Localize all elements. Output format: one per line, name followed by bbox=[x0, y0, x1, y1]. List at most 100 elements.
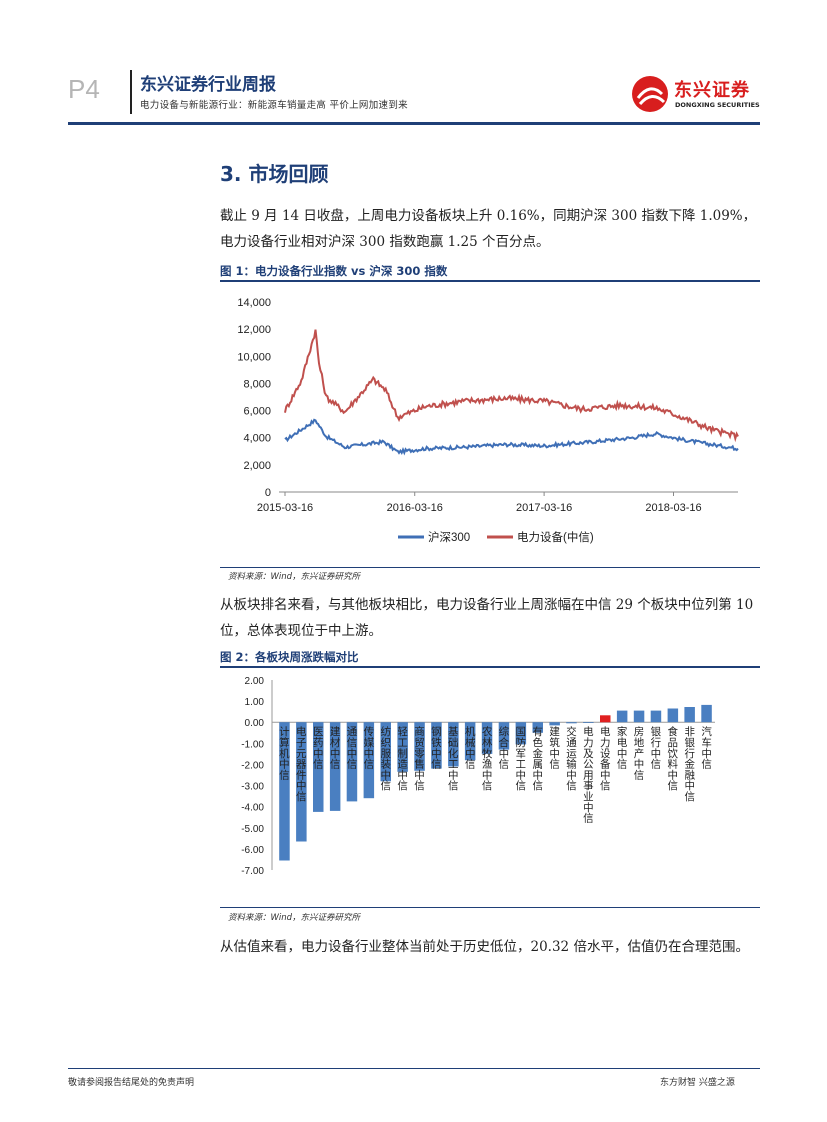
y-tick-label: 2,000 bbox=[243, 460, 271, 472]
category-label: 通信中信 bbox=[347, 726, 358, 770]
bar bbox=[549, 722, 560, 726]
series-line bbox=[284, 418, 739, 456]
category-label: 建筑中信 bbox=[549, 725, 560, 770]
bar bbox=[329, 722, 341, 811]
figure2-title: 图 2：各板块周涨跌幅对比 bbox=[220, 650, 359, 664]
bar bbox=[583, 722, 594, 723]
category-label: 非银行金融中信 bbox=[684, 726, 695, 803]
x-tick-label: 2016-03-16 bbox=[387, 502, 443, 514]
category-label: 农林牧渔中信 bbox=[482, 725, 493, 792]
category-label: 医药中信 bbox=[313, 726, 324, 770]
y-tick-label: 10,000 bbox=[237, 351, 271, 363]
bar bbox=[431, 722, 442, 769]
y-tick-label: 2.00 bbox=[245, 676, 265, 687]
bar bbox=[532, 722, 543, 733]
bar bbox=[684, 707, 695, 723]
category-label: 商贸零售中信 bbox=[414, 725, 425, 792]
series-line bbox=[284, 329, 739, 443]
figure2-bottom-rule bbox=[220, 907, 760, 908]
category-label: 纺织服装中信 bbox=[380, 725, 391, 792]
bar bbox=[448, 722, 459, 767]
bar bbox=[313, 722, 324, 812]
y-tick-label: 8,000 bbox=[243, 378, 271, 390]
category-label: 国防军工中信 bbox=[516, 726, 527, 792]
bar bbox=[414, 722, 425, 771]
category-label: 轻工制造中信 bbox=[397, 725, 408, 792]
category-label: 机械中信 bbox=[465, 725, 476, 770]
y-tick-label: 6,000 bbox=[243, 406, 271, 418]
bar bbox=[633, 710, 645, 723]
bar bbox=[279, 722, 290, 861]
bar bbox=[616, 710, 628, 723]
header-divider bbox=[130, 70, 132, 114]
figure1-source: 资料来源：Wind，东兴证券研究所 bbox=[228, 572, 361, 582]
category-label: 汽车中信 bbox=[701, 725, 712, 770]
category-label: 食品饮料中信 bbox=[668, 725, 679, 792]
bar bbox=[464, 722, 476, 761]
page-number: P4 bbox=[68, 74, 100, 104]
bar bbox=[667, 708, 679, 723]
category-label: 电力设备中信 bbox=[600, 725, 611, 792]
paragraph-1: 截止 9 月 14 日收盘，上周电力设备板块上升 0.16%，同期沪深 300 … bbox=[220, 208, 757, 250]
bar-chart: 2.00 1.00 0.00 -1.00 -2.00 -3.00 -4.00 -5.00 -6.… bbox=[241, 676, 715, 877]
figure2-source: 资料来源：Wind，东兴证券研究所 bbox=[228, 913, 361, 923]
category-label: 电力及公用事业中信 bbox=[583, 725, 594, 824]
y-tick-label: -2.00 bbox=[241, 760, 264, 771]
bar bbox=[346, 722, 358, 802]
x-tick-label: 2018-03-16 bbox=[645, 502, 701, 514]
legend-label: 电力设备(中信) bbox=[517, 530, 594, 544]
y-tick-label: 0 bbox=[265, 487, 271, 499]
category-label: 电子元器件中信 bbox=[296, 725, 307, 803]
y-tick-label: -3.00 bbox=[241, 782, 264, 793]
y-tick-label: 1.00 bbox=[245, 697, 265, 708]
paragraph-3: 从估值来看，电力设备行业整体当前处于历史低位，20.32 倍水平，估值仍在合理范… bbox=[220, 939, 749, 955]
footer-disclaimer: 敬请参阅报告结尾处的免责声明 bbox=[68, 1078, 195, 1088]
figure1-top-rule bbox=[220, 280, 760, 282]
category-label: 家电中信 bbox=[617, 725, 628, 770]
bar bbox=[701, 704, 712, 723]
category-label: 有色金属中信 bbox=[532, 725, 543, 792]
category-label: 银行中信 bbox=[651, 725, 662, 770]
bar bbox=[363, 722, 375, 799]
logo-text-cn: 东兴证券 bbox=[674, 80, 750, 101]
y-tick-label: 12,000 bbox=[237, 324, 271, 336]
bar bbox=[498, 722, 510, 750]
category-label: 交通运输中信 bbox=[566, 725, 577, 792]
figure2-top-rule bbox=[220, 666, 760, 668]
figure1-title: 图 1：电力设备行业指数 vs 沪深 300 指数 bbox=[220, 264, 448, 278]
footer-slogan: 东方财智 兴盛之源 bbox=[660, 1078, 735, 1088]
figure1-bottom-rule bbox=[220, 567, 760, 568]
y-tick-label: -4.00 bbox=[241, 803, 264, 814]
category-label: 基础化工中信 bbox=[448, 725, 459, 792]
x-tick-label: 2017-03-16 bbox=[516, 502, 572, 514]
y-tick-label: -6.00 bbox=[241, 845, 264, 856]
category-label: 传媒中信 bbox=[364, 726, 375, 770]
category-label: 房地产中信 bbox=[634, 725, 645, 781]
bar bbox=[600, 715, 611, 723]
bar bbox=[296, 722, 307, 842]
category-label: 钢铁中信 bbox=[431, 725, 442, 770]
y-tick-label: 4,000 bbox=[243, 433, 271, 445]
logo-mark-icon bbox=[632, 76, 668, 112]
y-tick-label: -5.00 bbox=[241, 824, 264, 835]
x-tick-label: 2015-03-16 bbox=[257, 502, 313, 514]
y-tick-label: -7.00 bbox=[241, 866, 264, 877]
bar bbox=[380, 722, 391, 782]
y-tick-label: 0.00 bbox=[245, 718, 265, 729]
bar bbox=[515, 722, 527, 745]
y-tick-label: -1.00 bbox=[241, 739, 264, 750]
y-tick-label: 14,000 bbox=[237, 297, 271, 309]
logo-text-en: DONGXING SECURITIES bbox=[675, 101, 760, 109]
category-label: 建材中信 bbox=[330, 725, 341, 770]
bar bbox=[566, 722, 577, 724]
bar bbox=[481, 722, 493, 754]
legend-label: 沪深300 bbox=[428, 530, 470, 544]
section-title: 3. 市场回顾 bbox=[220, 162, 329, 186]
footer-rule bbox=[68, 1068, 760, 1069]
category-label: 计算机中信 bbox=[279, 725, 290, 781]
company-logo: 东兴证券 DONGXING SECURITIES bbox=[630, 74, 765, 116]
line-chart: 0 2,000 4,000 6,000 8,000 10,000 12,000 14,000 2… bbox=[237, 297, 739, 544]
header-rule bbox=[68, 122, 760, 125]
report-subtitle: 电力设备与新能源行业：新能源车销量走高 平价上网加速到来 bbox=[140, 100, 408, 111]
paragraph-2: 从板块排名来看，与其他板块相比，电力设备行业上周涨幅在中信 29 个板块中位列第… bbox=[220, 597, 754, 639]
